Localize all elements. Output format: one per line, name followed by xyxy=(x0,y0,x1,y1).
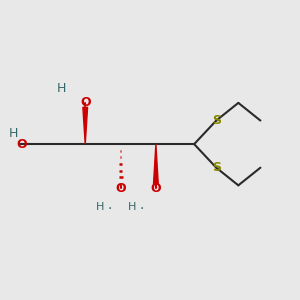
Text: O: O xyxy=(80,96,91,110)
Text: O: O xyxy=(115,182,126,195)
Polygon shape xyxy=(154,144,158,184)
Text: H: H xyxy=(8,127,18,140)
Text: S: S xyxy=(212,161,221,174)
Text: ·: · xyxy=(107,202,112,216)
Text: H: H xyxy=(57,82,66,95)
Text: ·: · xyxy=(140,202,144,216)
Text: H: H xyxy=(96,202,104,212)
Polygon shape xyxy=(83,107,88,144)
Text: S: S xyxy=(212,114,221,127)
Text: O: O xyxy=(16,138,27,151)
Text: H: H xyxy=(128,202,136,212)
Text: O: O xyxy=(151,182,161,195)
